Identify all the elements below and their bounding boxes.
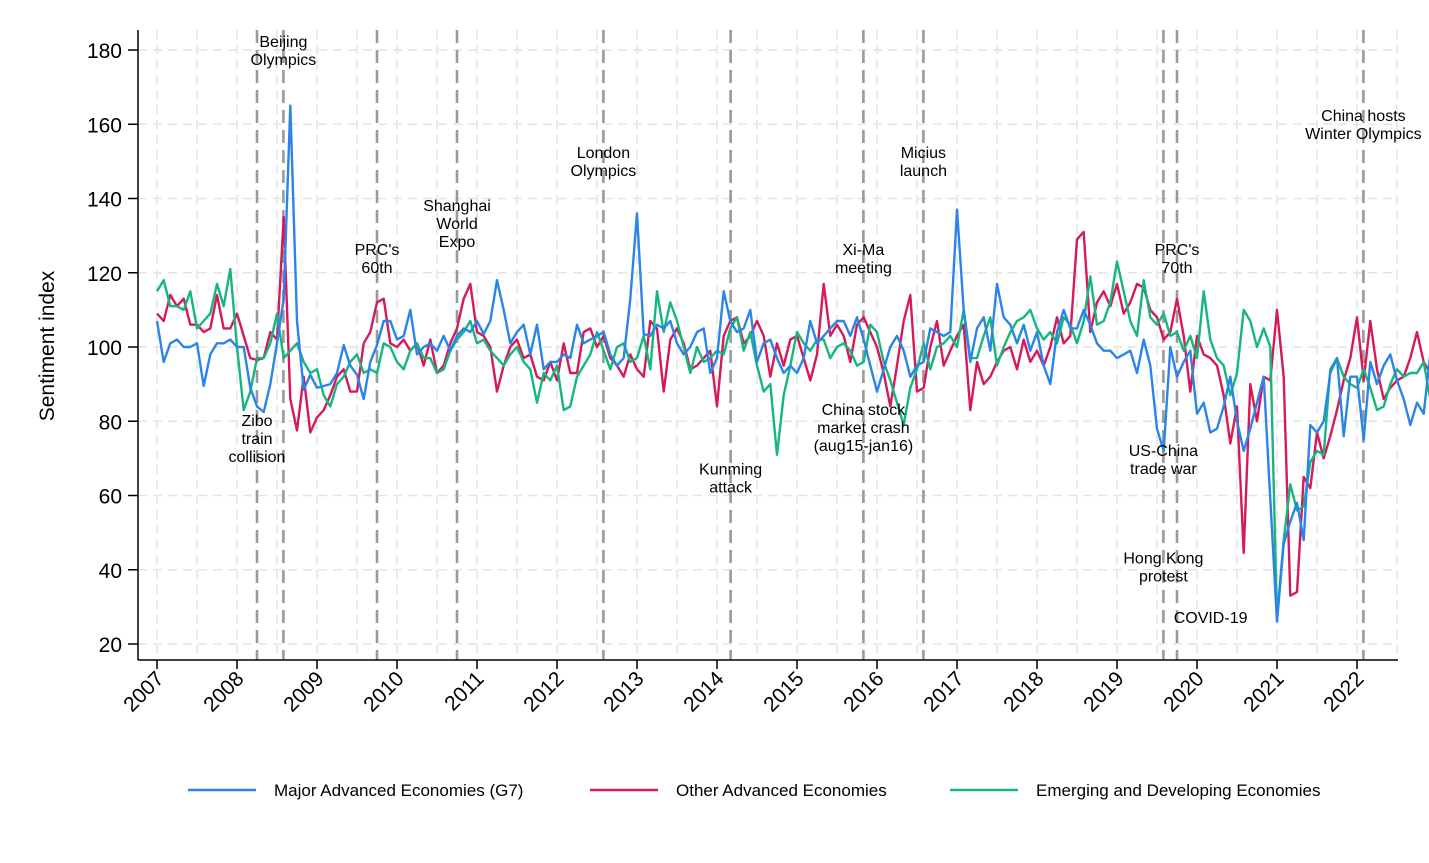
event-label: protest bbox=[1139, 568, 1188, 585]
legend: Major Advanced Economies (G7) Other Advan… bbox=[188, 781, 1320, 800]
y-tick-label: 80 bbox=[99, 411, 122, 434]
x-tick-label: 2017 bbox=[919, 667, 968, 716]
event-label: train bbox=[241, 431, 272, 448]
event-label: Beijing bbox=[259, 34, 307, 51]
y-axis-label: Sentiment index bbox=[36, 270, 59, 421]
event-label: 60th bbox=[361, 260, 392, 277]
legend-label: Emerging and Developing Economies bbox=[1036, 781, 1320, 800]
y-tick-label: 40 bbox=[99, 560, 122, 583]
legend-label: Major Advanced Economies (G7) bbox=[274, 781, 523, 800]
event-label: Olympics bbox=[251, 52, 317, 69]
event-label: meeting bbox=[835, 260, 892, 277]
event-label: PRC's bbox=[355, 242, 400, 259]
x-tick-label: 2018 bbox=[999, 667, 1048, 716]
x-tick-label: 2015 bbox=[759, 667, 808, 716]
event-label: launch bbox=[900, 163, 947, 180]
event-label: (aug15-jan16) bbox=[814, 438, 914, 455]
event-label: COVID-19 bbox=[1174, 610, 1248, 627]
x-tick-label: 2014 bbox=[679, 667, 729, 717]
y-tick-label: 60 bbox=[99, 486, 122, 509]
event-label: Expo bbox=[439, 234, 476, 251]
event-label: trade war bbox=[1130, 461, 1197, 478]
x-tick-label: 2011 bbox=[440, 667, 488, 715]
event-label: Olympics bbox=[571, 163, 637, 180]
x-tick-label: 2021 bbox=[1239, 667, 1288, 716]
y-tick-label: 120 bbox=[87, 263, 122, 286]
x-tick-label: 2009 bbox=[279, 667, 328, 716]
event-label: Zibo bbox=[241, 413, 272, 430]
event-label: Kunming bbox=[699, 461, 762, 478]
series-line bbox=[155, 104, 1429, 623]
y-tick-label: 100 bbox=[87, 337, 122, 360]
grid bbox=[138, 30, 1398, 660]
event-label: market crash bbox=[817, 420, 909, 437]
x-tick-label: 2008 bbox=[199, 667, 248, 716]
y-tick-label: 140 bbox=[87, 189, 122, 212]
x-tick-label: 2022 bbox=[1319, 667, 1368, 716]
event-label: PRC's bbox=[1155, 242, 1200, 259]
event-label: Winter Olympics bbox=[1305, 126, 1421, 143]
event-lines bbox=[255, 30, 1365, 660]
legend-label: Other Advanced Economies bbox=[676, 781, 887, 800]
event-label: London bbox=[577, 145, 630, 162]
event-labels: ZibotraincollisionBeijingOlympicsPRC's60… bbox=[229, 34, 1422, 627]
event-label: World bbox=[436, 216, 478, 233]
event-label: attack bbox=[709, 479, 753, 496]
event-label: US-China bbox=[1129, 443, 1198, 460]
y-tick-label: 20 bbox=[99, 634, 122, 657]
event-label: Shanghai bbox=[423, 198, 491, 215]
event-label: Micius bbox=[901, 145, 946, 162]
x-tick-label: 2013 bbox=[599, 667, 648, 716]
x-tick-label: 2016 bbox=[839, 667, 888, 716]
event-label: Xi-Ma bbox=[843, 242, 885, 259]
event-label: Hong Kong bbox=[1123, 550, 1203, 567]
x-tick-label: 2020 bbox=[1159, 667, 1208, 716]
y-tick-label: 180 bbox=[87, 40, 122, 63]
series-line bbox=[156, 215, 1429, 597]
series bbox=[155, 104, 1429, 623]
event-label: 70th bbox=[1161, 260, 1192, 277]
x-tick-label: 2010 bbox=[359, 667, 408, 716]
x-tick-label: 2007 bbox=[119, 667, 168, 716]
y-tick-label: 160 bbox=[87, 114, 122, 137]
x-tick-label: 2012 bbox=[519, 667, 568, 716]
event-label: China stock bbox=[822, 402, 907, 419]
event-label: collision bbox=[229, 449, 286, 466]
event-label: China hosts bbox=[1321, 108, 1406, 125]
x-tick-label: 2019 bbox=[1079, 667, 1128, 716]
